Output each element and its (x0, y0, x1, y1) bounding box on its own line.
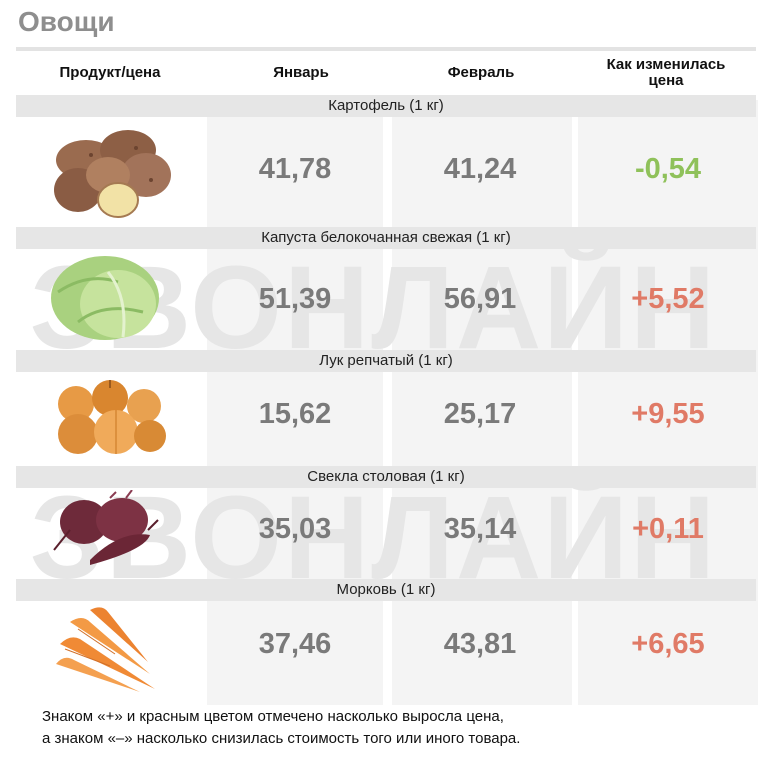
table-header: Продукт/цена Январь Февраль Как изменила… (16, 55, 756, 95)
february-value-cabbage: 56,91 (443, 283, 517, 315)
carrot-icon (56, 607, 155, 692)
footnote-line-1: Знаком «+» и красным цветом отмечено нас… (42, 708, 504, 725)
footnote-line-2: а знаком «–» насколько снизилась стоимос… (42, 730, 521, 747)
cabbage-icon (51, 256, 159, 340)
potato-icon (54, 130, 171, 218)
change-value-cabbage: +5,52 (631, 283, 705, 315)
january-value-carrot: 37,46 (258, 628, 332, 660)
change-value-potato: -0,54 (634, 153, 702, 185)
header-product: Продукт/цена (59, 64, 161, 81)
onion-icon (58, 380, 166, 454)
row-label-cabbage: Капуста белокочанная свежая (1 кг) (16, 227, 756, 249)
january-value-onion: 15,62 (258, 398, 332, 430)
february-value-beet: 35,14 (443, 513, 517, 545)
february-value-potato: 41,24 (443, 153, 517, 185)
row-label-onion: Лук репчатый (1 кг) (16, 350, 756, 372)
row-label-potato: Картофель (1 кг) (16, 95, 756, 117)
header-february: Февраль (447, 64, 515, 81)
change-value-beet: +0,11 (632, 513, 704, 545)
january-column-bg (207, 100, 383, 705)
page-title: Овощи (18, 6, 115, 37)
january-value-cabbage: 51,39 (258, 283, 332, 315)
february-value-carrot: 43,81 (443, 628, 517, 660)
february-value-onion: 25,17 (443, 398, 517, 430)
january-value-beet: 35,03 (258, 513, 332, 545)
row-label-beet: Свекла столовая (1 кг) (16, 466, 756, 488)
february-column-bg (392, 100, 572, 705)
change-value-onion: +9,55 (631, 398, 705, 430)
january-value-potato: 41,78 (258, 153, 332, 185)
header-january: Январь (273, 64, 329, 81)
beet-icon (53, 490, 159, 565)
row-label-carrot: Морковь (1 кг) (16, 579, 756, 601)
header-change: Как изменилась цена (606, 56, 726, 89)
change-value-carrot: +6,65 (631, 628, 705, 660)
change-column-bg (578, 100, 758, 705)
header-rule (16, 47, 756, 51)
footnote: Знаком «+» и красным цветом отмечено нас… (42, 706, 520, 750)
